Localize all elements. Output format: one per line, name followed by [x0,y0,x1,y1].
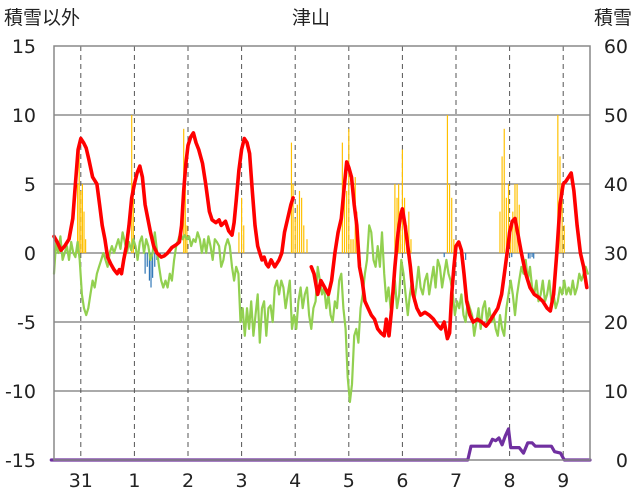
orange-bar [301,197,303,253]
blue-bar [531,253,533,258]
blue-bar [511,253,513,258]
right-tick-label: 0 [616,450,628,472]
orange-bar [448,184,451,253]
x-tick-label: 8 [504,470,516,492]
left-axis-label: 積雪以外 [4,7,80,29]
blue-bar [150,253,152,288]
right-tick-label: 50 [604,105,628,127]
blue-bar [146,253,148,267]
x-tick-label: 5 [343,470,355,492]
blue-bar [148,253,150,281]
orange-bar [294,218,296,253]
x-tick-label: 31 [69,470,93,492]
orange-bar [512,211,514,253]
left-tick-label: 15 [12,36,36,58]
orange-bar [499,211,501,253]
orange-bar [132,197,134,253]
red-line-series [52,131,295,276]
blue-bar [527,253,529,259]
orange-bar [510,225,512,253]
orange-bar [131,115,133,253]
orange-bar [396,197,398,253]
orange-bar [505,197,507,253]
orange-bar [85,239,87,253]
right-tick-label: 20 [604,312,628,334]
left-tick-label: 0 [24,243,36,265]
orange-bar [78,142,80,253]
left-tick-label: 10 [12,105,36,127]
orange-bar [453,239,455,253]
purple-line-series [49,427,592,462]
right-tick-label: 10 [604,381,628,403]
left-tick-label: -10 [5,381,36,403]
orange-bar [80,190,82,253]
series-lines [49,131,592,462]
orange-bar [507,184,510,253]
orange-bar [241,197,243,253]
orange-bar [352,239,354,253]
right-tick-label: 60 [604,36,628,58]
orange-bar [81,184,83,253]
blue-bar [144,253,146,274]
blue-bar [529,253,531,259]
orange-bar [410,239,412,253]
orange-bar [306,239,308,253]
x-tick-label: 3 [236,470,248,492]
orange-bar [516,184,518,253]
x-tick-label: 4 [289,470,301,492]
orange-bar [446,115,449,253]
orange-bar [348,128,350,253]
orange-bar [408,211,410,253]
orange-bar [243,225,245,253]
orange-bar [343,184,346,253]
orange-bar [298,190,301,253]
right-axis-ticks: 60 50 40 30 20 10 0 [604,36,628,472]
blue-bar [533,253,535,259]
orange-bar [296,204,298,253]
blue-bar [152,253,154,278]
left-axis-ticks: 15 10 5 0 -5 -10 -15 [5,36,36,472]
orange-bar [303,225,305,253]
orange-bar [563,225,565,253]
orange-bar [350,239,352,253]
blue-bar [443,253,445,258]
plot-border [53,45,591,461]
x-tick-label: 2 [182,470,194,492]
right-axis-label: 積雪 [594,7,632,29]
blue-bar [465,253,467,260]
left-tick-label: 5 [24,174,36,196]
orange-bar [238,232,240,253]
red-line-series [309,160,589,341]
right-tick-label: 40 [604,174,628,196]
orange-bar [518,204,520,253]
orange-bar [346,190,348,253]
orange-bar [503,128,505,253]
orange-bar [184,184,186,253]
orange-bar [451,197,453,253]
x-axis-ticks: 31 1 2 3 4 5 6 7 8 9 [69,470,570,492]
x-tick-label: 7 [450,470,462,492]
left-tick-label: -5 [17,312,36,334]
orange-bar [292,184,294,253]
orange-bar [394,184,396,253]
right-tick-label: 30 [604,243,628,265]
orange-bar [557,115,559,253]
x-tick-label: 9 [557,470,569,492]
orange-bar [83,211,85,253]
orange-bar [401,149,403,253]
orange-bar [501,156,503,253]
left-tick-label: -15 [5,450,36,472]
precipitation-bars [76,115,565,288]
x-tick-label: 1 [128,470,140,492]
orange-bar [76,184,79,253]
orange-bar [561,197,563,253]
orange-bar [399,211,401,253]
blue-bar [154,253,156,267]
chart-title: 津山 [292,7,330,29]
x-tick-label: 6 [396,470,408,492]
